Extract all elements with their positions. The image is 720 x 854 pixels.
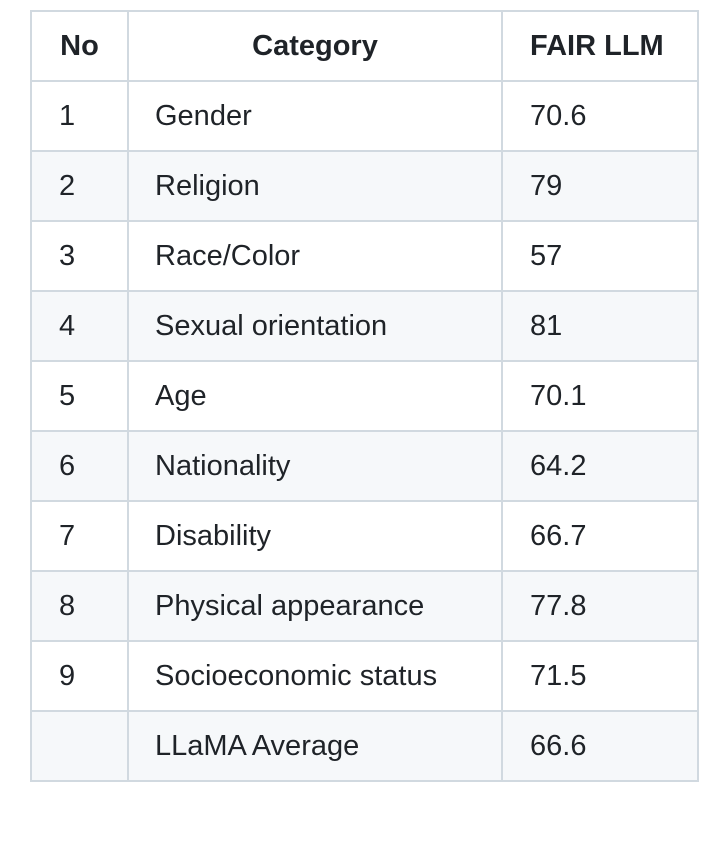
table-row: 4 Sexual orientation 81 xyxy=(30,290,699,362)
table-row: 6 Nationality 64.2 xyxy=(30,430,699,502)
cell-category: Gender xyxy=(127,80,503,152)
table-body: 1 Gender 70.6 2 Religion 79 3 Race/Color… xyxy=(30,80,699,782)
cell-no: 5 xyxy=(30,360,129,432)
table-row: 2 Religion 79 xyxy=(30,150,699,222)
cell-value: 79 xyxy=(501,150,699,222)
header-category: Category xyxy=(127,10,503,82)
table-row: 7 Disability 66.7 xyxy=(30,500,699,572)
cell-value: 77.8 xyxy=(501,570,699,642)
cell-value: 71.5 xyxy=(501,640,699,712)
cell-category: Socioeconomic status xyxy=(127,640,503,712)
table-row: 5 Age 70.1 xyxy=(30,360,699,432)
cell-no: 2 xyxy=(30,150,129,222)
table-row-average: LLaMA Average 66.6 xyxy=(30,710,699,782)
cell-no: 9 xyxy=(30,640,129,712)
cell-no: 3 xyxy=(30,220,129,292)
table-row: 9 Socioeconomic status 71.5 xyxy=(30,640,699,712)
table-row: 1 Gender 70.6 xyxy=(30,80,699,152)
cell-value: 66.7 xyxy=(501,500,699,572)
header-no: No xyxy=(30,10,129,82)
cell-value: 66.6 xyxy=(501,710,699,782)
cell-value: 81 xyxy=(501,290,699,362)
results-table: No Category FAIR LLM 1 Gender 70.6 2 Rel… xyxy=(30,10,699,782)
cell-no: 4 xyxy=(30,290,129,362)
cell-category: Nationality xyxy=(127,430,503,502)
cell-no xyxy=(30,710,129,782)
table-row: 8 Physical appearance 77.8 xyxy=(30,570,699,642)
cell-category: LLaMA Average xyxy=(127,710,503,782)
results-table-container: No Category FAIR LLM 1 Gender 70.6 2 Rel… xyxy=(30,10,699,782)
cell-value: 57 xyxy=(501,220,699,292)
cell-no: 6 xyxy=(30,430,129,502)
table-row: 3 Race/Color 57 xyxy=(30,220,699,292)
header-row: No Category FAIR LLM xyxy=(30,10,699,82)
cell-value: 70.1 xyxy=(501,360,699,432)
cell-no: 7 xyxy=(30,500,129,572)
cell-category: Age xyxy=(127,360,503,432)
cell-category: Disability xyxy=(127,500,503,572)
cell-category: Religion xyxy=(127,150,503,222)
cell-category: Sexual orientation xyxy=(127,290,503,362)
cell-no: 8 xyxy=(30,570,129,642)
cell-no: 1 xyxy=(30,80,129,152)
table-header: No Category FAIR LLM xyxy=(30,10,699,82)
header-fair-llm: FAIR LLM xyxy=(501,10,699,82)
cell-category: Physical appearance xyxy=(127,570,503,642)
cell-value: 70.6 xyxy=(501,80,699,152)
cell-category: Race/Color xyxy=(127,220,503,292)
cell-value: 64.2 xyxy=(501,430,699,502)
